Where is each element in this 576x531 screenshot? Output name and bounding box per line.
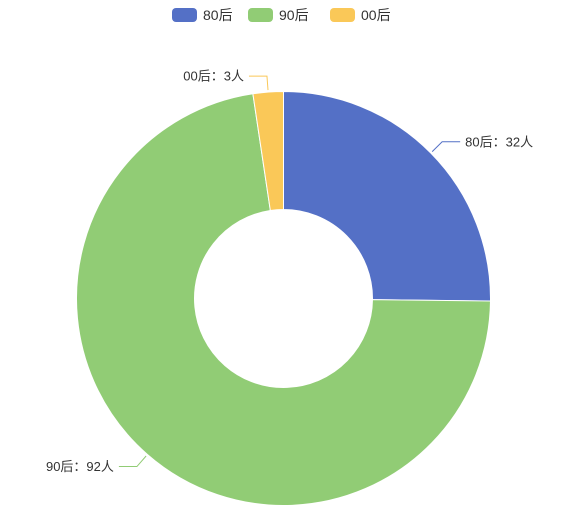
slice-0[interactable] bbox=[283, 90, 491, 302]
legend-swatch-2[interactable] bbox=[330, 8, 355, 22]
label-leader-lines bbox=[118, 75, 461, 468]
legend-swatch-0[interactable] bbox=[172, 8, 197, 22]
leader-line-0 bbox=[431, 141, 461, 152]
legend-swatch-1[interactable] bbox=[248, 8, 273, 22]
slices bbox=[76, 90, 491, 506]
slice-label-1: 90后：92人 bbox=[46, 459, 114, 474]
slice-labels: 80后：32人 90后：92人 00后：3人 bbox=[46, 69, 533, 474]
slice-2[interactable] bbox=[252, 90, 284, 212]
leader-line-2 bbox=[248, 75, 269, 91]
legend-label-2[interactable]: 00后 bbox=[361, 7, 391, 23]
leader-line-1 bbox=[118, 455, 147, 468]
legend: 80后 90后 00后 bbox=[172, 7, 391, 23]
slice-1[interactable] bbox=[76, 93, 491, 506]
legend-label-1[interactable]: 90后 bbox=[279, 7, 309, 23]
slice-label-0: 80后：32人 bbox=[465, 134, 533, 149]
slice-label-2: 00后：3人 bbox=[183, 69, 244, 84]
legend-label-0[interactable]: 80后 bbox=[203, 7, 233, 23]
